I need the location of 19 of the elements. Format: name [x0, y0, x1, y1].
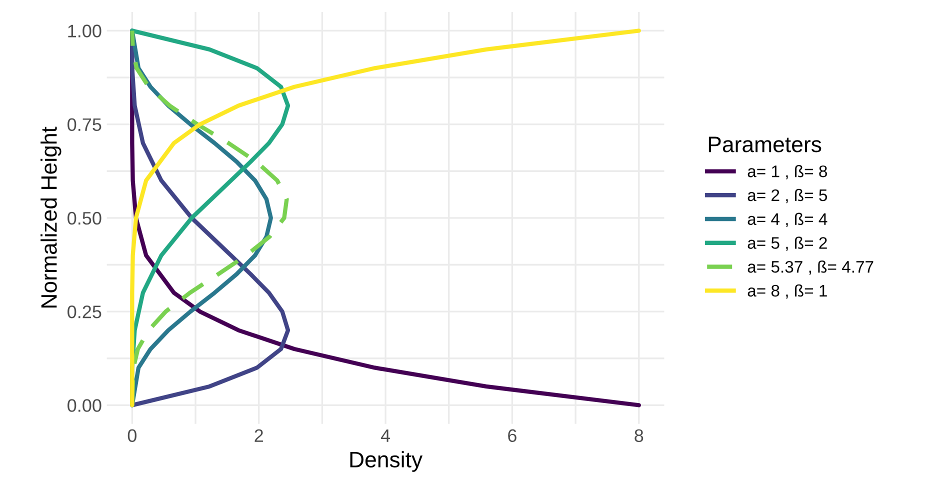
legend-label: a= 4 , ß= 4	[748, 212, 828, 227]
y-tick-label: 0.00	[68, 399, 102, 412]
x-axis-title: Density	[350, 451, 423, 472]
legend-label: a= 2 , ß= 5	[748, 188, 828, 204]
x-tick-label: 6	[508, 429, 516, 442]
legend-label: a= 5.37 , ß= 4.77	[748, 260, 874, 275]
legend-label: a= 5 , ß= 2	[748, 236, 827, 251]
x-tick-label: 2	[254, 429, 263, 442]
x-tick-label: 8	[634, 429, 644, 442]
y-tick-label: 1.00	[68, 24, 102, 38]
legend-label: a= 8 , ß= 1	[748, 284, 827, 299]
x-tick-label: 0	[128, 429, 136, 442]
x-tick-label: 4	[380, 429, 390, 442]
legend-label: a= 1 , ß= 8	[748, 165, 827, 180]
y-tick-label: 0.75	[68, 118, 102, 132]
y-tick-label: 0.50	[68, 212, 102, 225]
y-tick-label: 0.25	[68, 306, 102, 318]
legend-title: Parameters	[708, 136, 822, 152]
y-axis-title: Normalized Height	[40, 126, 62, 308]
